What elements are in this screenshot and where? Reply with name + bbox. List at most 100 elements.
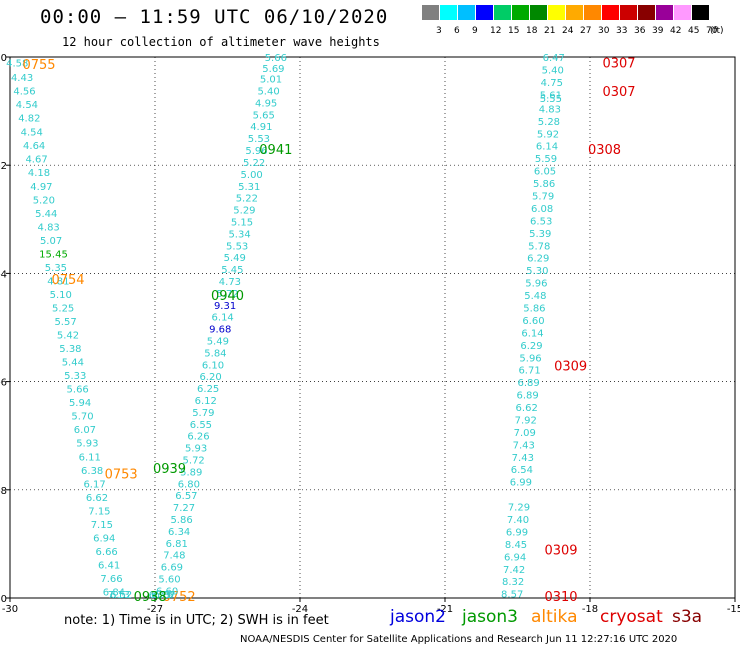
pass-time-label: 0309 bbox=[544, 543, 577, 558]
wave-height-value: 7.27 bbox=[173, 503, 195, 514]
satellite-name-jason3: jason3 bbox=[462, 607, 518, 627]
scale-swatch bbox=[620, 5, 637, 20]
pass-time-label: 0752 bbox=[163, 590, 196, 605]
wave-height-value: 6.69 bbox=[161, 563, 183, 574]
wave-height-value: 5.44 bbox=[62, 358, 84, 369]
scale-label: 24 bbox=[562, 26, 574, 36]
y-tick-label: -6 bbox=[0, 378, 7, 389]
wave-height-value: 6.05 bbox=[534, 167, 556, 178]
wave-height-value: 6.07 bbox=[74, 425, 96, 436]
wave-height-value: 5.49 bbox=[207, 336, 229, 347]
wave-height-value: 6.38 bbox=[81, 466, 103, 477]
wave-height-value: 5.78 bbox=[528, 241, 550, 252]
wave-height-value: 5.45 bbox=[221, 265, 243, 276]
wave-height-value: 5.79 bbox=[532, 191, 554, 202]
scale-label: 30 bbox=[598, 26, 610, 36]
scale-swatch bbox=[458, 5, 475, 20]
wave-height-value: 6.20 bbox=[199, 372, 221, 383]
wave-height-value: 9.31 bbox=[214, 301, 236, 312]
scale-swatch bbox=[422, 5, 439, 20]
wave-height-value: 5.59 bbox=[535, 154, 557, 165]
wave-height-value: 6.14 bbox=[212, 313, 234, 324]
satellite-name-s3a: s3a bbox=[672, 607, 703, 627]
wave-height-value: 5.66 bbox=[265, 53, 287, 64]
page-subtitle: 12 hour collection of altimeter wave hei… bbox=[62, 35, 380, 49]
scale-label: 12 bbox=[490, 26, 502, 36]
wave-height-value: 7.13 bbox=[108, 590, 130, 601]
wave-height-value: 5.10 bbox=[50, 290, 72, 301]
wave-height-value: 8.45 bbox=[505, 540, 527, 551]
wave-height-value: 6.57 bbox=[175, 491, 197, 502]
wave-height-value: 5.34 bbox=[228, 229, 250, 240]
scale-swatch bbox=[656, 5, 673, 20]
wave-height-value: 6.81 bbox=[166, 539, 188, 550]
wave-height-value: 5.55 bbox=[540, 94, 562, 105]
wave-height-value: 5.28 bbox=[538, 117, 560, 128]
scale-label: 42 bbox=[670, 26, 682, 36]
wave-height-value: 5.69 bbox=[262, 64, 284, 75]
scale-swatch bbox=[566, 5, 583, 20]
scale-label: 36 bbox=[634, 26, 646, 36]
satellite-name-altika: altika bbox=[531, 607, 578, 627]
wave-height-value: 8.32 bbox=[502, 577, 524, 588]
wave-height-value: 6.80 bbox=[178, 479, 200, 490]
wave-height-value: 5.84 bbox=[204, 348, 226, 359]
wave-height-value: 6.94 bbox=[93, 533, 115, 544]
wave-height-value: 6.11 bbox=[79, 452, 101, 463]
wave-height-value: 5.22 bbox=[236, 194, 258, 205]
wave-height-value: 4.83 bbox=[38, 222, 60, 233]
wave-height-value: 5.07 bbox=[40, 236, 62, 247]
wave-height-value: 5.66 bbox=[67, 385, 89, 396]
wave-height-value: 6.66 bbox=[96, 547, 118, 558]
wave-height-value: 5.33 bbox=[64, 371, 86, 382]
wave-height-value: 6.14 bbox=[521, 328, 543, 339]
x-tick-label: -18 bbox=[582, 604, 598, 615]
pass-time-label: 0310 bbox=[544, 590, 577, 605]
wave-height-value: 5.42 bbox=[57, 331, 79, 342]
wave-height-value: 5.96 bbox=[525, 279, 547, 290]
wave-height-value: 7.66 bbox=[100, 574, 122, 585]
wave-height-value: 6.08 bbox=[531, 204, 553, 215]
wave-height-value: 5.61 bbox=[540, 90, 562, 101]
wave-height-value: 6.71 bbox=[518, 366, 540, 377]
wave-height-value: 6.14 bbox=[536, 142, 558, 153]
wave-height-value: 4.67 bbox=[25, 155, 47, 166]
scale-label: 3 bbox=[436, 26, 442, 36]
wave-height-value: 5.92 bbox=[537, 129, 559, 140]
wave-height-value: 5.20 bbox=[33, 195, 55, 206]
wave-height-value: 5.40 bbox=[257, 87, 279, 98]
wave-height-value: 4.54 bbox=[16, 100, 38, 111]
scale-swatch bbox=[548, 5, 565, 20]
pass-time-label: 0755 bbox=[22, 58, 55, 73]
scale-swatch bbox=[512, 5, 529, 20]
x-tick-label: -15 bbox=[727, 604, 740, 615]
scale-label: 9 bbox=[472, 26, 478, 36]
y-tick-label: -8 bbox=[0, 486, 7, 497]
wave-height-value: 4.58 bbox=[6, 58, 28, 69]
wave-height-value: 6.99 bbox=[506, 527, 528, 538]
wave-height-value: 4.18 bbox=[28, 168, 50, 179]
pass-time-label: 0309 bbox=[554, 359, 587, 374]
scale-swatch bbox=[584, 5, 601, 20]
wave-height-value: 5.22 bbox=[243, 158, 265, 169]
wave-height-value: 5.79 bbox=[192, 408, 214, 419]
scale-label: 18 bbox=[526, 26, 538, 36]
y-tick-label: 0 bbox=[1, 53, 7, 64]
x-tick-label: -27 bbox=[147, 604, 163, 615]
satellite-name-cryosat: cryosat bbox=[600, 607, 663, 627]
wave-height-value: 5.00 bbox=[241, 170, 263, 181]
wave-height-value: 6.41 bbox=[98, 560, 120, 571]
wave-height-value: 7.48 bbox=[163, 551, 185, 562]
x-tick-label: -24 bbox=[292, 604, 308, 615]
wave-height-value: 4.73 bbox=[219, 277, 241, 288]
wave-height-value: 4.82 bbox=[18, 114, 40, 125]
wave-height-value: 5.93 bbox=[76, 439, 98, 450]
wave-height-value: 5.35 bbox=[45, 263, 67, 274]
wave-height-value: 5.96 bbox=[519, 353, 541, 364]
satellite-name-jason2: jason2 bbox=[390, 607, 446, 627]
wave-height-value: 5.44 bbox=[35, 209, 57, 220]
wave-height-value: 6.12 bbox=[195, 396, 217, 407]
wave-height-value: 6.62 bbox=[516, 403, 538, 414]
wave-height-value: 6.26 bbox=[187, 432, 209, 443]
pass-time-label: 0753 bbox=[105, 468, 138, 483]
